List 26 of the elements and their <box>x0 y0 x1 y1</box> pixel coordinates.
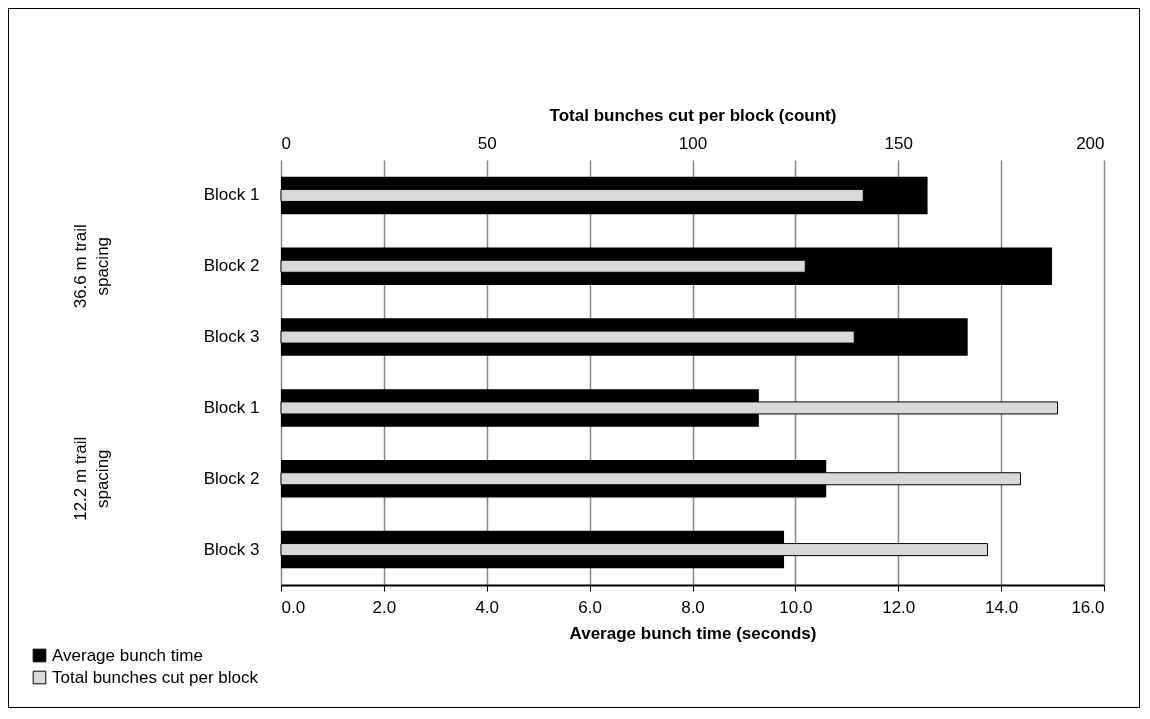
x2-tick-label: 0 <box>281 133 291 153</box>
x-tick-label: 12.0 <box>882 597 916 617</box>
y-tick-label: Block 1 <box>203 397 260 417</box>
text: 12.2 m trail spacing <box>71 436 112 521</box>
x2-tick-label: 100 <box>678 133 708 153</box>
y-tick-label: Block 2 <box>203 468 260 488</box>
x-tick-label: 4.0 <box>475 597 500 617</box>
y-tick-label: Block 3 <box>203 327 260 347</box>
x-axis-title: Average bunch time (seconds) <box>569 623 817 643</box>
y-tick-label: Block 3 <box>203 539 260 559</box>
x-tick-label: 2.0 <box>372 597 397 617</box>
x2-axis-title: Total bunches cut per block (count) <box>549 105 837 125</box>
legend-label: Total bunches cut per block <box>52 667 259 687</box>
x2-tick-label: 150 <box>884 133 913 153</box>
x-tick-label: 6.0 <box>578 597 602 617</box>
legend-label: Average bunch time <box>52 645 203 665</box>
y-tick-label: Block 1 <box>203 185 260 205</box>
text: 36.6 m trail spacing <box>71 224 112 309</box>
x-tick-label: 14.0 <box>985 597 1019 617</box>
x-tick-label: 16.0 <box>1071 597 1105 617</box>
x-tick-label: 8.0 <box>681 597 705 617</box>
x-tick-label: 10.0 <box>779 597 813 617</box>
x2-tick-label: 200 <box>1076 133 1105 153</box>
x-tick-label: 0.0 <box>281 597 306 617</box>
y-tick-label: Block 2 <box>203 256 260 276</box>
x2-tick-label: 50 <box>477 133 497 153</box>
